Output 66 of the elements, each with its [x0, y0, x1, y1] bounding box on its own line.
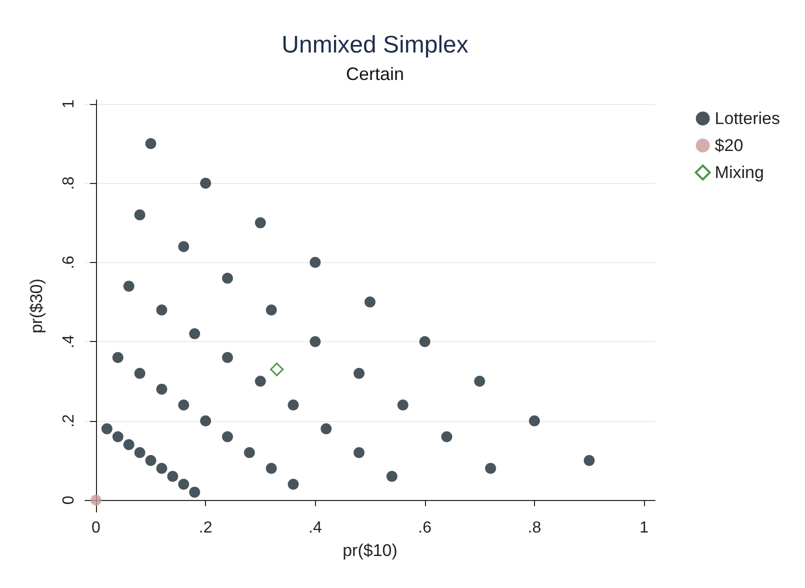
- chart-subtitle: Certain: [346, 64, 404, 84]
- point: [178, 478, 190, 490]
- point: [354, 447, 365, 458]
- point: [584, 455, 595, 466]
- point: [310, 256, 321, 268]
- point: [288, 478, 299, 490]
- legend-label: $20: [714, 136, 744, 155]
- point: [123, 280, 134, 292]
- y-tick-label: .4: [60, 334, 78, 348]
- point: [145, 138, 156, 150]
- point: [156, 462, 168, 474]
- point: [134, 368, 146, 379]
- point: [156, 384, 168, 395]
- point: [320, 423, 332, 434]
- point: [189, 328, 200, 340]
- point: [266, 304, 277, 316]
- x-tick-label: .6: [418, 520, 432, 536]
- y-axis-title: pr($30): [27, 278, 46, 334]
- point: [397, 400, 408, 411]
- point: [200, 178, 212, 189]
- x-tick-label: 0: [92, 520, 101, 536]
- point: [112, 431, 124, 442]
- point: [244, 447, 255, 458]
- point: [266, 462, 277, 474]
- point: [222, 352, 233, 363]
- point: [189, 486, 200, 498]
- legend-label: Mixing: [714, 163, 764, 182]
- point: [364, 296, 376, 308]
- x-axis-title: pr($10): [342, 541, 398, 560]
- x-tick-label: 1: [640, 520, 649, 536]
- y-tick-label: .2: [60, 414, 78, 428]
- point: [90, 494, 102, 506]
- x-tick-label: .8: [528, 520, 542, 536]
- point: [386, 470, 398, 482]
- y-tick-label: .8: [60, 176, 78, 190]
- point: [123, 439, 134, 450]
- point: [134, 209, 146, 220]
- point: [145, 455, 156, 466]
- point: [134, 447, 146, 458]
- point: [474, 376, 486, 387]
- x-tick-label: .2: [198, 520, 212, 536]
- point: [254, 217, 266, 228]
- point: [222, 272, 233, 284]
- y-tick-label: 1: [60, 99, 78, 108]
- y-tick-label: 0: [60, 496, 78, 505]
- point: [167, 470, 178, 482]
- point: [310, 336, 321, 348]
- point: [288, 400, 299, 411]
- point: [485, 462, 496, 474]
- y-tick-label: .6: [60, 256, 78, 270]
- x-tick-label: .4: [308, 520, 322, 536]
- point: [178, 241, 190, 252]
- point: [441, 431, 452, 442]
- point: [254, 376, 266, 387]
- point: [156, 304, 168, 316]
- point: [222, 431, 233, 442]
- point: [270, 362, 284, 376]
- point: [178, 400, 190, 411]
- chart-title: Unmixed Simplex: [282, 32, 468, 58]
- point: [354, 368, 365, 379]
- point: [101, 423, 112, 434]
- legend-label: Lotteries: [714, 109, 780, 128]
- point: [419, 336, 430, 348]
- point: [112, 352, 124, 363]
- point: [200, 415, 212, 426]
- point: [528, 415, 540, 426]
